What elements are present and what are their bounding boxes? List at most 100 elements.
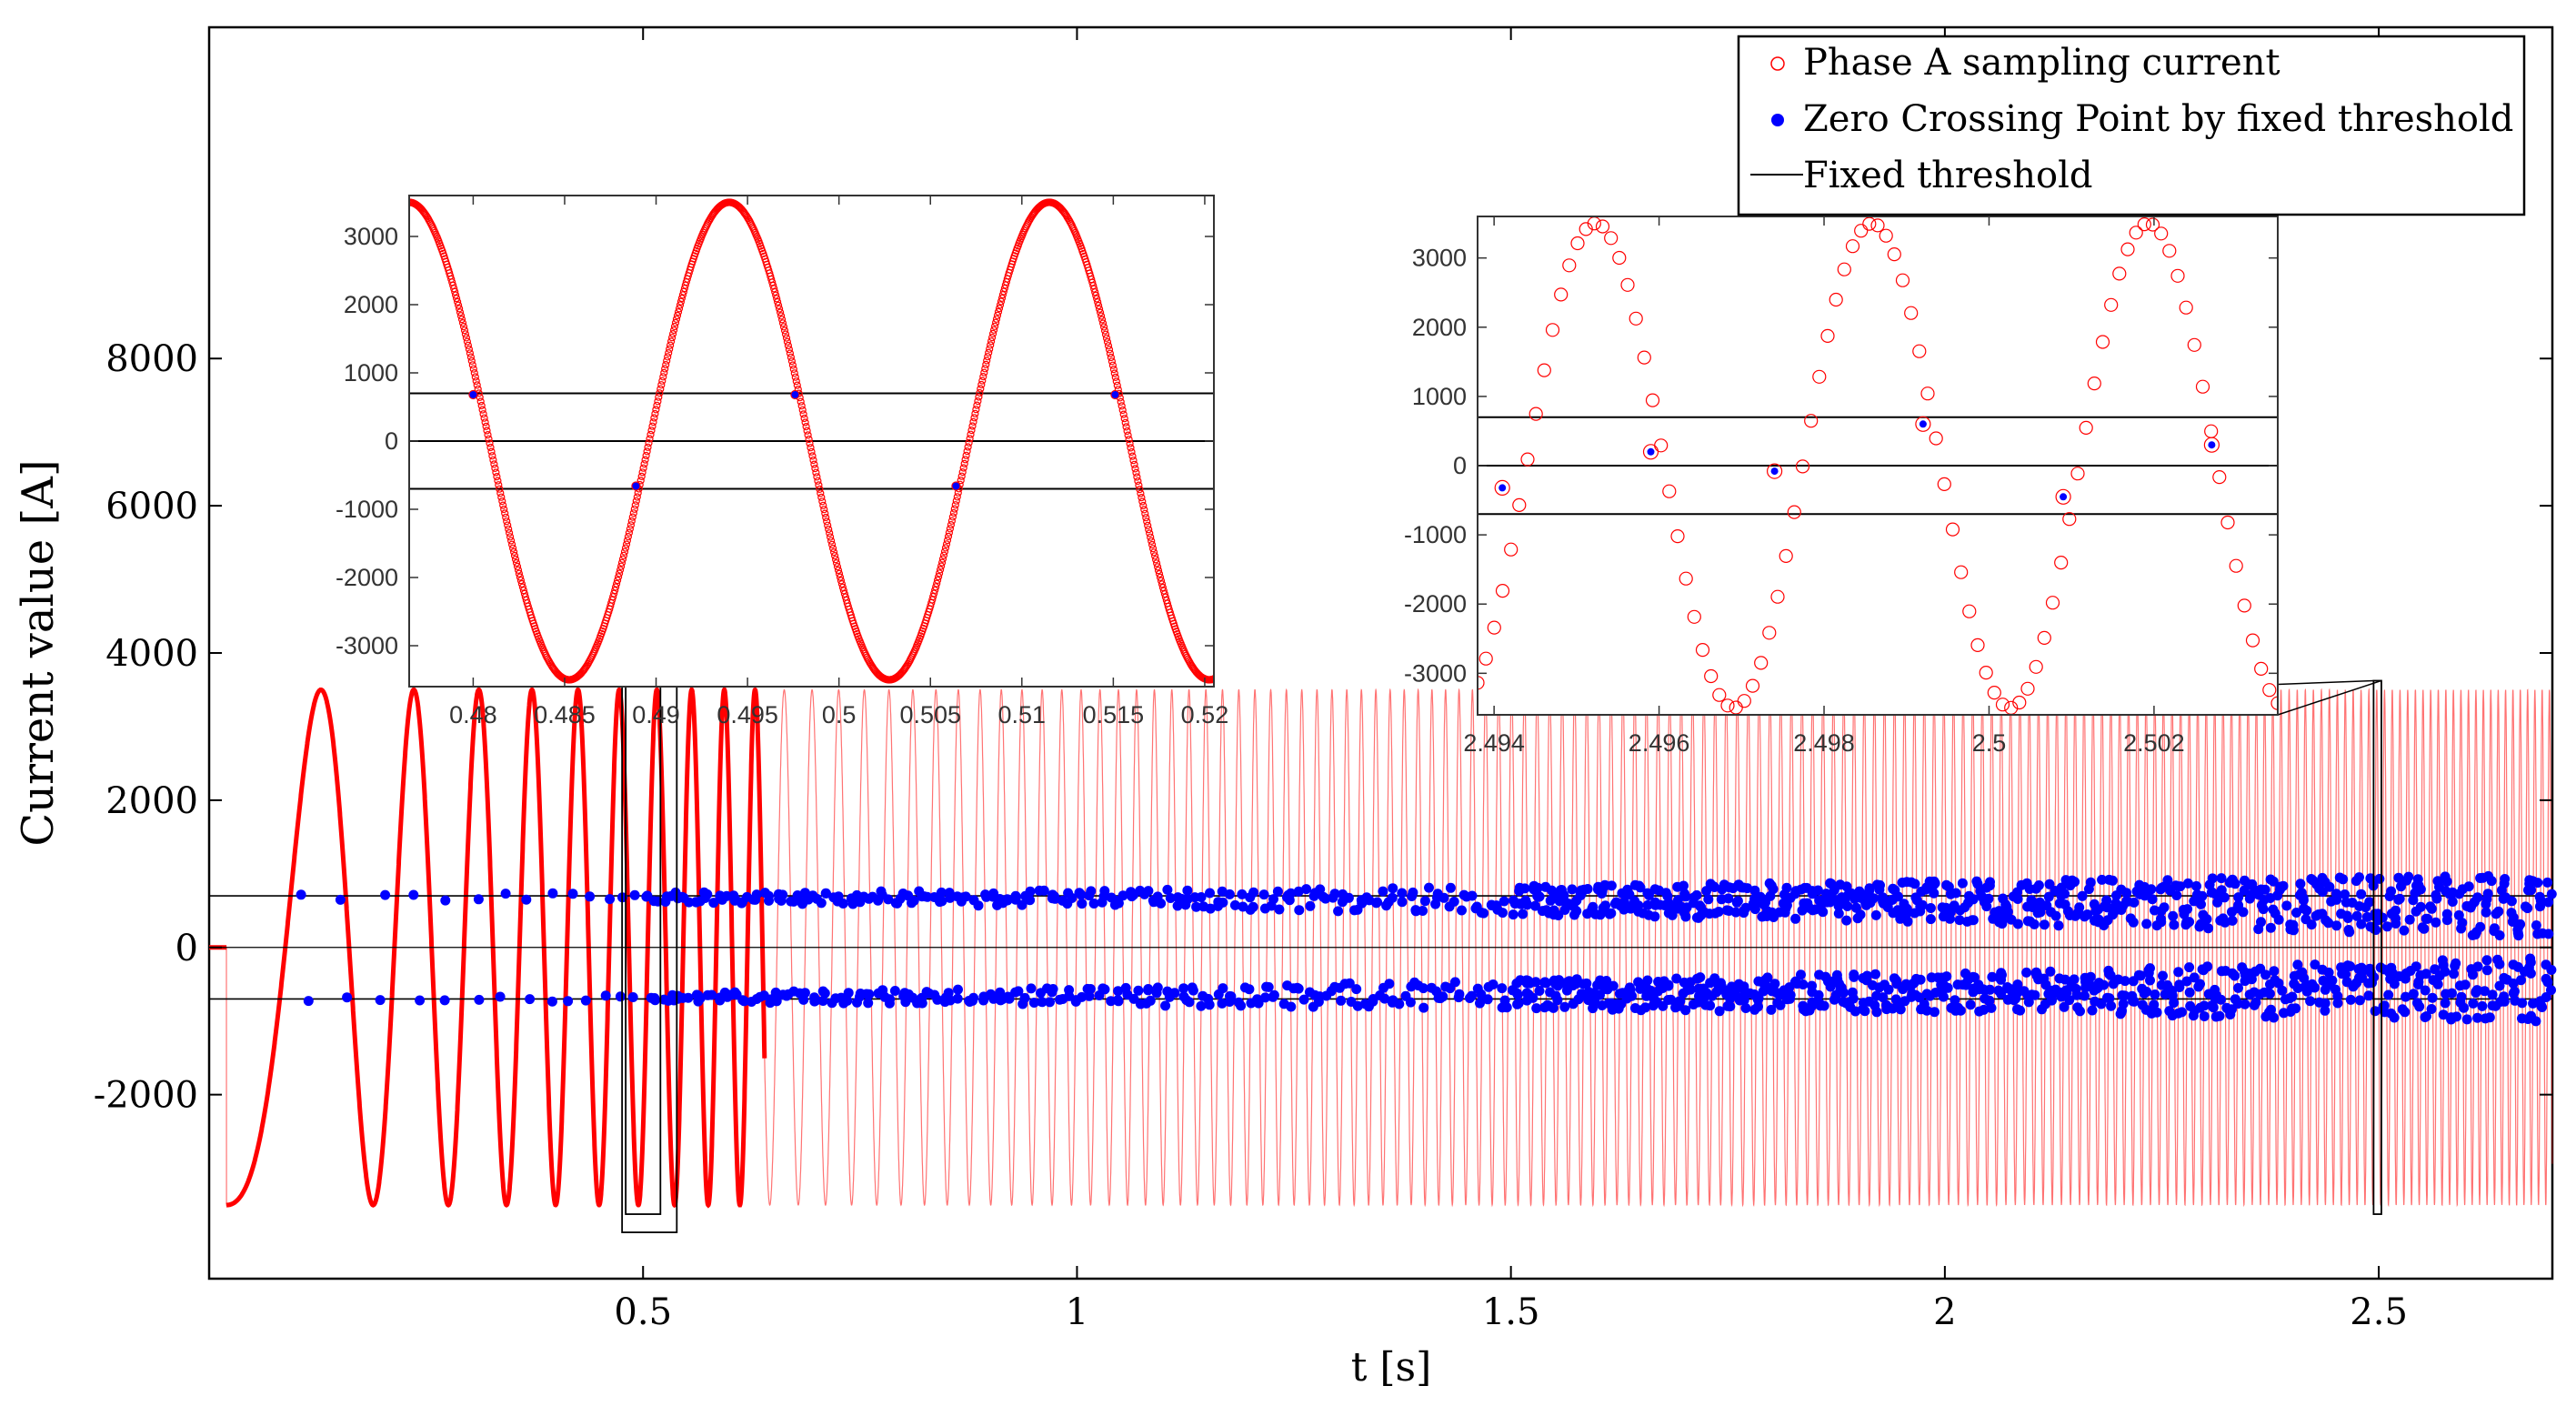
sampling-point <box>989 326 998 334</box>
zero-crossing-point <box>1378 982 1388 993</box>
sampling-point <box>626 521 636 529</box>
zero-crossing-point <box>2415 901 2426 912</box>
zero-crossing-point <box>855 897 866 908</box>
zero-crossing-point <box>1344 978 1355 989</box>
sampling-point <box>1098 316 1107 324</box>
zero-crossing-point <box>1960 902 1970 913</box>
zero-crossing-point <box>2092 982 2103 993</box>
sampling-point <box>2170 268 2185 283</box>
sampling-point <box>1545 323 1560 337</box>
zero-crossing-point <box>525 994 536 1005</box>
zero-crossing-point <box>1842 901 1853 911</box>
sampling-point <box>930 589 938 598</box>
zero-crossing-point <box>2417 922 2428 933</box>
sampling-point <box>782 334 791 342</box>
zero-crossing-point <box>2420 985 2431 996</box>
zero-crossing-point <box>2480 986 2490 997</box>
zero-crossing-point <box>2151 1007 2162 1018</box>
sampling-point <box>477 401 486 410</box>
sampling-point <box>1125 436 1133 444</box>
sampling-point <box>830 551 839 560</box>
sampling-point <box>826 533 835 541</box>
zero-crossing-point <box>2044 879 2055 889</box>
sampling-point <box>2145 217 2160 232</box>
sampling-point <box>615 569 624 577</box>
sampling-point <box>984 353 992 361</box>
sampling-point <box>803 427 811 435</box>
zero-crossing-point <box>1611 897 1622 908</box>
sampling-point <box>2112 266 2127 281</box>
zero-crossing-ring <box>468 389 478 400</box>
zero-crossing-point <box>1099 984 1110 995</box>
zero-crossing-point <box>2277 985 2288 996</box>
zero-crossing-point <box>2256 917 2266 928</box>
sampling-point <box>1138 493 1146 502</box>
zero-crossing-point <box>2487 1000 2498 1011</box>
zero-crossing-point <box>2295 879 2306 889</box>
inset2-x-tick-label: 2.494 <box>1463 729 1525 757</box>
zero-crossing-point <box>1274 904 1285 915</box>
zero-crossing-point <box>2432 979 2443 989</box>
x-tick-label: 2.5 <box>2350 1291 2408 1333</box>
zero-crossing-point <box>2273 914 2284 925</box>
sampling-point <box>1845 239 1860 254</box>
sampling-point <box>631 501 639 509</box>
zero-crossing-point <box>2117 990 2128 1000</box>
sampling-point <box>676 301 685 309</box>
zero-crossing-point <box>1547 885 1557 896</box>
sampling-point <box>770 285 778 293</box>
sampling-point <box>2179 300 2193 315</box>
sampling-point <box>496 485 504 493</box>
sampling-point <box>1153 563 1162 571</box>
sampling-point <box>2187 337 2201 352</box>
sampling-point <box>468 361 476 369</box>
sampling-point <box>480 414 488 422</box>
zero-crossing-point <box>1501 1002 1512 1013</box>
sampling-point <box>772 291 780 299</box>
sampling-point <box>1123 427 1131 436</box>
sampling-point <box>1093 295 1101 303</box>
zero-crossing-point <box>2441 989 2451 999</box>
zero-crossing-point <box>1807 889 1818 899</box>
sampling-point <box>1478 676 1485 690</box>
sampling-point <box>817 493 826 502</box>
zero-crossing-point <box>2012 919 2023 929</box>
sampling-point <box>2220 515 2235 530</box>
sampling-point <box>630 505 638 513</box>
zero-crossing-point <box>2499 991 2510 1002</box>
sampling-point <box>815 481 823 489</box>
sampling-point <box>811 464 819 473</box>
inset1-x-tick-label: 0.52 <box>1181 701 1229 728</box>
inset2-x-tick-label: 2.498 <box>1793 729 1855 757</box>
zero-crossing-point <box>1133 985 1144 996</box>
inset1-x-tick-label: 0.505 <box>899 701 961 728</box>
zero-crossing-point <box>1984 880 1995 891</box>
zero-crossing-point <box>937 896 947 907</box>
zero-crossing-point <box>2033 880 2044 890</box>
zero-crossing-point <box>2106 1000 2117 1011</box>
zero-crossing-point <box>764 890 774 901</box>
sampling-point <box>612 579 621 587</box>
zero-crossing-point <box>2484 1012 2495 1023</box>
zero-crossing-point <box>2238 907 2249 918</box>
zero-crossing-point <box>2210 989 2221 1000</box>
zero-crossing-point <box>2029 919 2040 929</box>
zero-crossing-point <box>1870 909 1881 920</box>
zero-crossing-point <box>1111 391 1119 398</box>
zero-crossing-point <box>2216 873 2227 884</box>
sampling-point <box>1149 548 1158 557</box>
sampling-point <box>472 377 480 386</box>
zero-crossing-point <box>1118 890 1128 901</box>
zero-crossing-point <box>1552 995 1563 1006</box>
sampling-point <box>942 540 951 548</box>
zero-crossing-point <box>2431 917 2441 928</box>
sampling-point <box>471 373 479 381</box>
zero-crossing-point <box>1498 896 1509 907</box>
zero-crossing-point <box>2245 879 2255 890</box>
sampling-point <box>1970 638 1985 653</box>
sampling-point <box>489 456 497 464</box>
zero-crossing-point <box>1679 880 1689 891</box>
zero-crossing-point <box>1191 901 1202 912</box>
zero-crossing-point <box>1512 989 1523 1000</box>
zero-crossing-point <box>1938 991 1949 1002</box>
